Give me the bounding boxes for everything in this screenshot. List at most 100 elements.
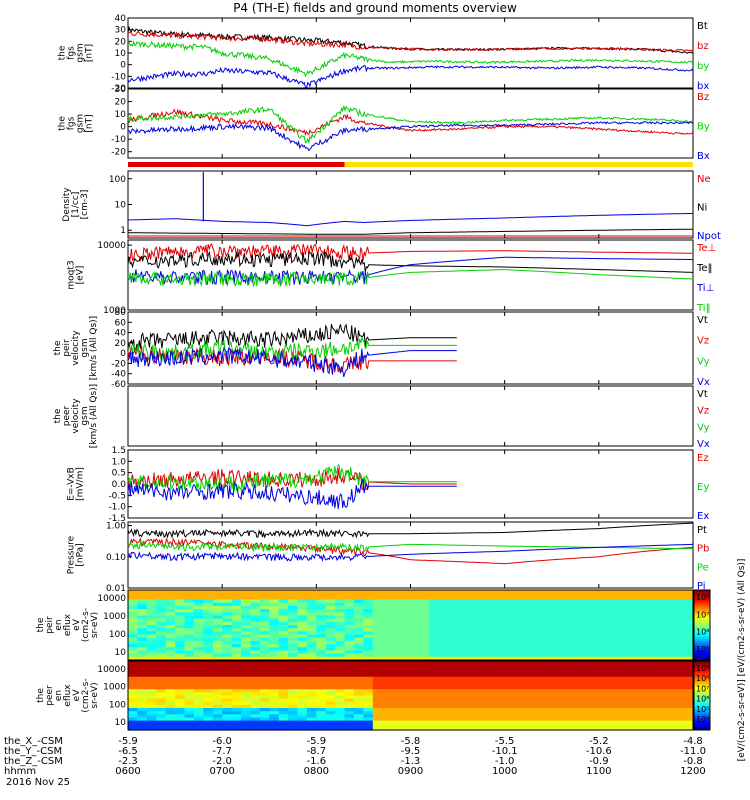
spectrogram-cell bbox=[523, 625, 534, 629]
spectrogram-cell bbox=[627, 689, 638, 693]
spectrogram-cell bbox=[429, 602, 440, 607]
spectrogram-cell bbox=[532, 679, 543, 684]
spectrogram-cell bbox=[495, 653, 506, 658]
legend-label: bx bbox=[697, 81, 709, 92]
spectrogram-cell bbox=[627, 650, 638, 655]
spectrogram-cell bbox=[212, 717, 223, 722]
spectrogram-cell bbox=[542, 609, 553, 613]
spectrogram-cell bbox=[419, 593, 430, 597]
spectrogram-cell bbox=[297, 631, 308, 636]
spectrogram-cell bbox=[391, 664, 402, 668]
spectrogram-cell bbox=[410, 661, 421, 665]
spectrogram-cell bbox=[551, 701, 562, 706]
spectrogram-cell bbox=[391, 599, 402, 604]
spectrogram-cell bbox=[231, 664, 242, 668]
y-label-line: the bbox=[36, 617, 46, 632]
spectrogram-cell bbox=[683, 714, 694, 718]
spectrogram-cell bbox=[551, 689, 562, 693]
spectrogram-cell bbox=[504, 676, 515, 681]
spectrogram-cell bbox=[175, 637, 186, 642]
spectrogram-cell bbox=[617, 596, 628, 601]
spectrogram-cell bbox=[372, 717, 383, 722]
spectrogram-cell bbox=[165, 640, 176, 645]
spectrogram-cell bbox=[259, 704, 270, 709]
spectrogram-cell bbox=[156, 704, 167, 709]
spectrogram-cell bbox=[448, 717, 459, 722]
spectrogram-cell bbox=[467, 717, 477, 722]
spectrogram-cell bbox=[288, 656, 299, 661]
spectrogram-cell bbox=[429, 667, 440, 671]
spectrogram-cell bbox=[580, 615, 590, 620]
spectrogram-cell bbox=[193, 631, 204, 636]
spectrogram-cell bbox=[278, 708, 289, 712]
spectrogram-cell bbox=[212, 664, 223, 668]
spectrogram-cell bbox=[278, 647, 289, 652]
spectrogram-cell bbox=[551, 628, 562, 632]
spectrogram-cell bbox=[476, 726, 487, 731]
spectrogram-cell bbox=[306, 590, 317, 594]
spectrogram-cell bbox=[608, 720, 619, 725]
spectrogram-cell bbox=[335, 664, 346, 668]
spectrogram-cell bbox=[325, 726, 336, 731]
spectrogram-cell bbox=[175, 602, 186, 607]
spectrogram-cell bbox=[325, 596, 336, 601]
spectrogram-cell bbox=[523, 656, 534, 661]
spectrogram-cell bbox=[664, 590, 675, 594]
spectrogram-cell bbox=[655, 701, 666, 706]
spectrogram-cell bbox=[231, 599, 242, 604]
spectrogram-cell bbox=[241, 708, 251, 712]
y-label-line: sr-eV) bbox=[90, 682, 100, 708]
x-tick-value: -1.3 bbox=[401, 756, 421, 767]
spectrogram-cell bbox=[419, 628, 430, 632]
spectrogram-cell bbox=[212, 683, 223, 687]
spectrogram-cell bbox=[354, 599, 364, 604]
figure-title: P4 (TH-E) fields and ground moments over… bbox=[233, 1, 517, 15]
spectrogram-cell bbox=[608, 714, 619, 718]
spectrogram-cell bbox=[344, 723, 355, 728]
spectrogram-cell bbox=[297, 605, 308, 610]
spectrogram-cell bbox=[448, 618, 459, 623]
y-label-line: [nT] bbox=[85, 114, 95, 132]
spectrogram-cell bbox=[316, 602, 327, 607]
spectrogram-cell bbox=[448, 692, 459, 697]
y-tick-label: 1000 bbox=[103, 612, 126, 622]
spectrogram-cell bbox=[184, 644, 195, 648]
spectrogram-cell bbox=[382, 683, 393, 687]
spectrogram-cell bbox=[184, 661, 195, 665]
spectrogram-cell bbox=[598, 698, 609, 703]
spectrogram-cell bbox=[551, 599, 562, 604]
spectrogram-cell bbox=[231, 596, 242, 601]
x-tick-value: -6.5 bbox=[118, 746, 138, 757]
colorbar-cell bbox=[694, 700, 710, 703]
spectrogram-cell bbox=[485, 664, 496, 668]
spectrogram-cell bbox=[250, 590, 261, 594]
colorbar-cell bbox=[694, 653, 710, 656]
spectrogram-cell bbox=[532, 683, 543, 687]
spectrogram-cell bbox=[259, 664, 270, 668]
spectrogram-cell bbox=[664, 726, 675, 731]
spectrogram-cell bbox=[551, 644, 562, 648]
spectrogram-cell bbox=[297, 612, 308, 617]
spectrogram-cell bbox=[250, 661, 261, 665]
spectrogram-cell bbox=[495, 667, 506, 671]
spectrogram-cell bbox=[467, 612, 477, 617]
spectrogram-cell bbox=[203, 708, 214, 712]
spectrogram-cell bbox=[419, 676, 430, 681]
spectrogram-cell bbox=[241, 673, 251, 678]
spectrogram-cell bbox=[269, 723, 280, 728]
spectrogram-cell bbox=[495, 720, 506, 725]
spectrogram-cell bbox=[523, 698, 534, 703]
spectrogram-cell bbox=[485, 673, 496, 678]
spectrogram-cell bbox=[655, 698, 666, 703]
spectrogram-cell bbox=[165, 704, 176, 709]
spectrogram-cell bbox=[617, 656, 628, 661]
spectrogram-cell bbox=[184, 711, 195, 715]
spectrogram-cell bbox=[259, 650, 270, 655]
spectrogram-cell bbox=[467, 679, 477, 684]
spectrogram-cell bbox=[259, 612, 270, 617]
colorbar-cell bbox=[694, 670, 710, 673]
spectrogram-cell bbox=[372, 596, 383, 601]
spectrogram-cell bbox=[175, 590, 186, 594]
spectrogram-cell bbox=[589, 692, 600, 697]
